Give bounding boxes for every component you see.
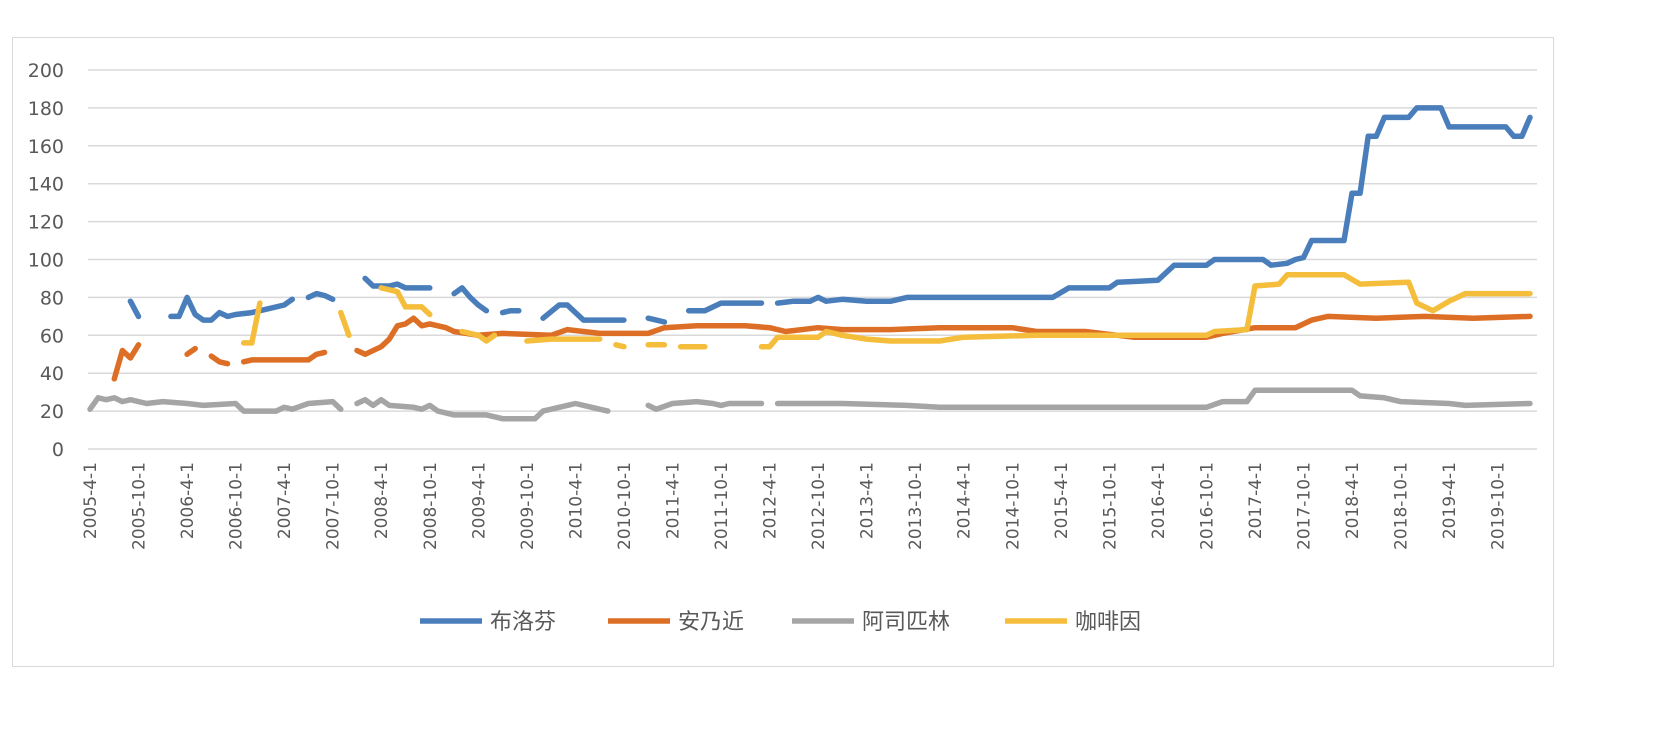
chart-frame — [12, 37, 1554, 667]
series-line-1 — [499, 307, 522, 316]
x-tick-label: 2016-4-1 — [1149, 462, 1169, 539]
series-line-2 — [354, 313, 1533, 358]
series-line-2 — [111, 342, 142, 382]
x-tick-label: 2015-10-1 — [1100, 462, 1120, 550]
series-line-1 — [451, 285, 490, 314]
series-line-3 — [354, 396, 611, 422]
x-tick-label: 2018-10-1 — [1392, 462, 1412, 550]
series-line-2 — [208, 353, 231, 367]
x-tick-label: 2015-4-1 — [1052, 462, 1072, 539]
series-line-4 — [613, 342, 627, 350]
x-tick-label: 2012-10-1 — [809, 462, 829, 550]
legend-label: 安乃近 — [678, 610, 744, 635]
y-tick-label: 0 — [52, 439, 64, 461]
x-tick-label: 2013-4-1 — [858, 462, 878, 539]
x-tick-label: 2007-10-1 — [324, 462, 344, 550]
series-line-1 — [774, 105, 1533, 306]
series-line-3 — [87, 395, 344, 414]
series-line-1 — [127, 298, 142, 320]
x-tick-label: 2010-4-1 — [566, 462, 586, 539]
y-tick-label: 80 — [40, 287, 64, 309]
series-line-1 — [540, 302, 627, 323]
x-tick-label: 2011-4-1 — [663, 462, 683, 539]
series-line-1 — [168, 294, 296, 323]
series-line-4 — [758, 271, 1533, 350]
x-tick-label: 2009-10-1 — [518, 462, 538, 550]
x-tick-label: 2017-10-1 — [1295, 462, 1315, 550]
series-line-1 — [645, 315, 668, 325]
y-tick-label: 160 — [28, 136, 64, 158]
series-line-2 — [184, 345, 198, 358]
series-line-4 — [378, 285, 433, 318]
legend-label: 咖啡因 — [1075, 610, 1141, 635]
x-tick-label: 2006-4-1 — [178, 462, 198, 539]
x-tick-label: 2005-10-1 — [130, 462, 150, 550]
x-tick-label: 2007-4-1 — [275, 462, 295, 539]
series-line-2 — [240, 349, 328, 365]
series-line-3 — [645, 398, 765, 412]
y-tick-label: 20 — [40, 401, 64, 423]
x-tick-label: 2005-4-1 — [81, 462, 101, 539]
y-tick-label: 200 — [28, 60, 64, 82]
x-tick-label: 2013-10-1 — [906, 462, 926, 550]
x-tick-label: 2011-10-1 — [712, 462, 732, 550]
y-tick-label: 120 — [28, 212, 64, 234]
series-line-3 — [774, 387, 1533, 411]
y-tick-label: 60 — [40, 325, 64, 347]
series-line-1 — [305, 290, 336, 303]
x-tick-label: 2017-4-1 — [1246, 462, 1266, 539]
x-tick-label: 2019-4-1 — [1440, 462, 1460, 539]
series-line-4 — [338, 309, 352, 339]
x-tick-label: 2018-4-1 — [1343, 462, 1363, 539]
x-tick-label: 2014-4-1 — [955, 462, 975, 539]
series-line-4 — [240, 300, 263, 346]
x-tick-label: 2008-4-1 — [372, 462, 392, 539]
y-tick-label: 140 — [28, 174, 64, 196]
series-line-4 — [459, 328, 498, 344]
x-tick-label: 2009-4-1 — [469, 462, 489, 539]
x-tick-label: 2008-10-1 — [421, 462, 441, 550]
legend-label: 阿司匹林 — [862, 610, 950, 635]
y-tick-label: 100 — [28, 250, 64, 272]
x-tick-label: 2006-10-1 — [227, 462, 247, 550]
series-line-4 — [524, 336, 603, 344]
x-tick-label: 2014-10-1 — [1003, 462, 1023, 550]
y-tick-label: 180 — [28, 98, 64, 120]
y-tick-label: 40 — [40, 363, 64, 385]
legend-label: 布洛芬 — [490, 610, 556, 635]
series-line-1 — [362, 275, 433, 291]
x-tick-label: 2016-10-1 — [1197, 462, 1217, 550]
x-tick-label: 2010-10-1 — [615, 462, 635, 550]
series-line-1 — [685, 300, 765, 314]
x-tick-label: 2012-4-1 — [761, 462, 781, 539]
x-tick-label: 2019-10-1 — [1489, 462, 1509, 550]
